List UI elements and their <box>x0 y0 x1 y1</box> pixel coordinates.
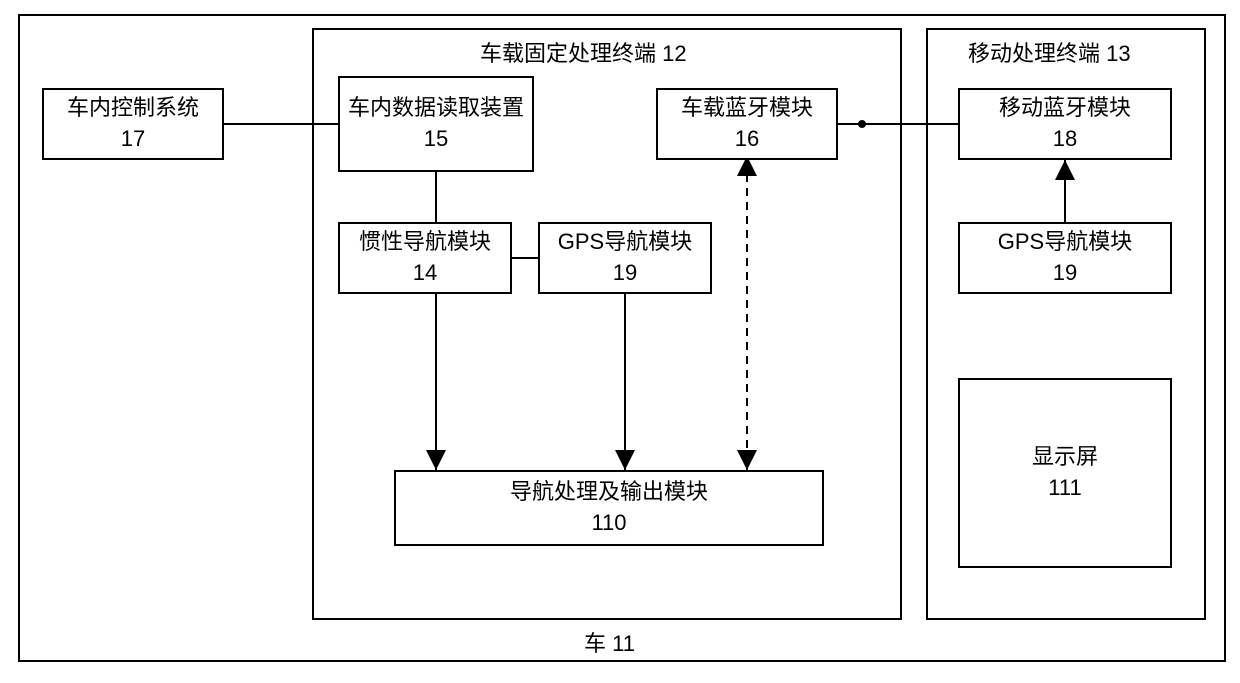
node-number-n19b: 19 <box>1053 258 1077 289</box>
node-n17: 车内控制系统17 <box>42 88 224 160</box>
node-label-n16: 车载蓝牙模块 <box>681 93 813 124</box>
node-number-n16: 16 <box>735 124 759 155</box>
container-title-outer: 车 11 <box>584 626 635 658</box>
node-label-n14: 惯性导航模块 <box>359 227 491 258</box>
container-title-mobileT: 移动处理终端 13 <box>968 36 1131 68</box>
node-label-n18: 移动蓝牙模块 <box>999 93 1131 124</box>
node-n14: 惯性导航模块14 <box>338 222 512 294</box>
node-number-n19a: 19 <box>613 258 637 289</box>
node-label-n17: 车内控制系统 <box>67 93 199 124</box>
node-n16: 车载蓝牙模块16 <box>656 88 838 160</box>
node-label-n110: 导航处理及输出模块 <box>510 477 708 508</box>
node-n19b: GPS导航模块19 <box>958 222 1172 294</box>
node-number-n14: 14 <box>413 258 437 289</box>
node-number-n110: 110 <box>591 508 626 539</box>
node-label-n15: 车内数据读取装置 <box>348 93 524 124</box>
node-n110: 导航处理及输出模块110 <box>394 470 824 546</box>
node-number-n18: 18 <box>1053 124 1077 155</box>
node-number-n15: 15 <box>424 124 448 155</box>
node-n18: 移动蓝牙模块18 <box>958 88 1172 160</box>
diagram-canvas: 车 11 车载固定处理终端 12 移动处理终端 13 车内控制系统17 车内数据读取装置… <box>0 0 1240 683</box>
node-n111: 显示屏111 <box>958 378 1172 568</box>
node-label-n19a: GPS导航模块 <box>558 227 692 258</box>
node-label-n19b: GPS导航模块 <box>998 227 1132 258</box>
node-number-n111: 111 <box>1048 473 1081 504</box>
node-n15: 车内数据读取装置15 <box>338 76 534 172</box>
node-number-n17: 17 <box>121 124 145 155</box>
node-label-n111: 显示屏 <box>1032 442 1098 473</box>
node-n19a: GPS导航模块19 <box>538 222 712 294</box>
container-title-vehicleT: 车载固定处理终端 12 <box>480 36 687 68</box>
